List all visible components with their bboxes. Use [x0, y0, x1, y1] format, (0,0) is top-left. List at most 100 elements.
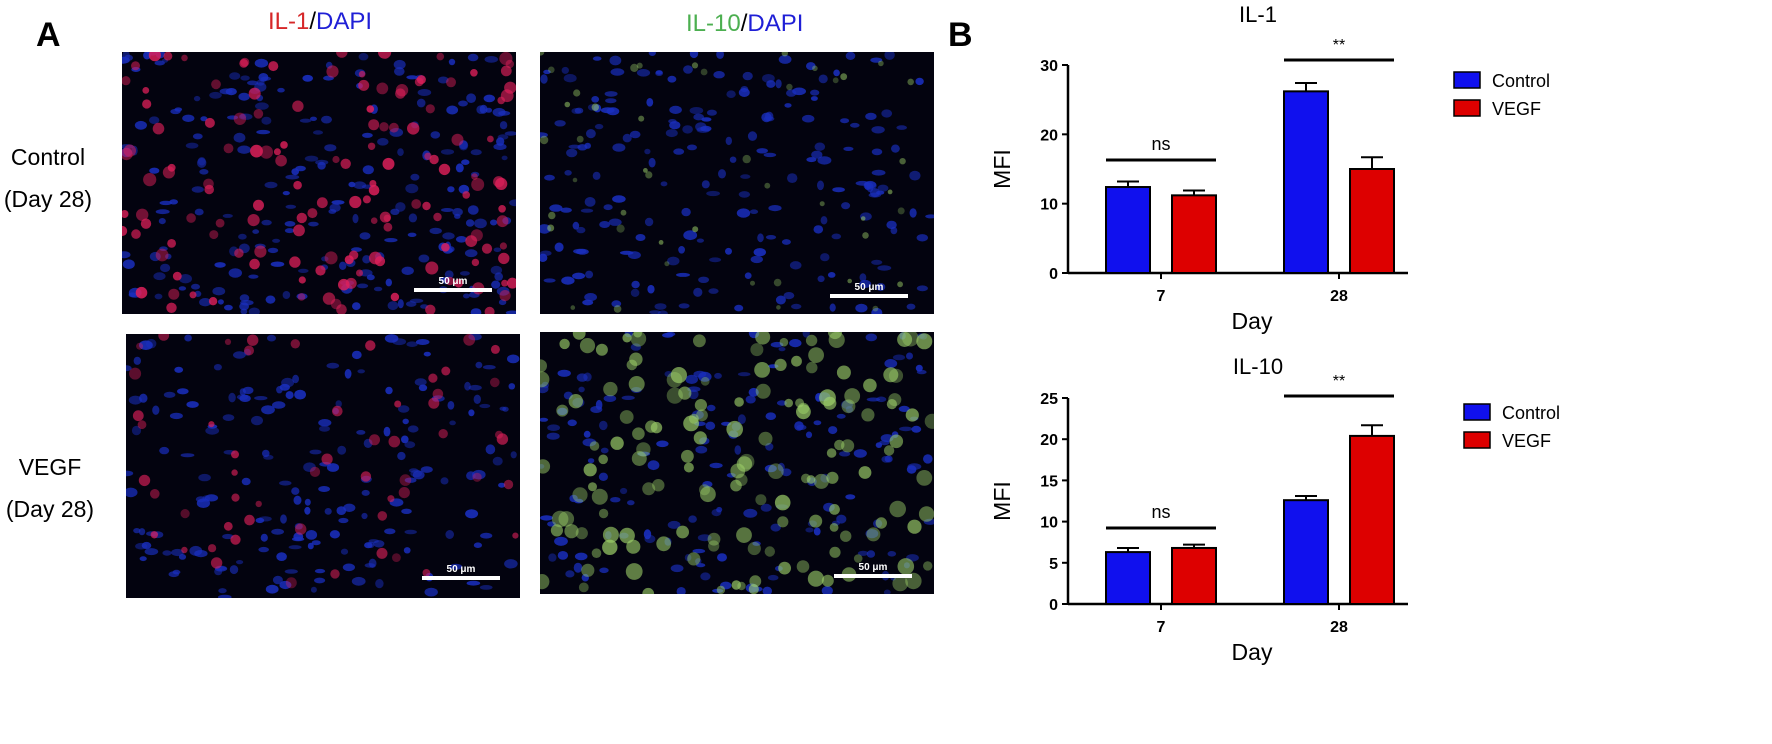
nucleus [706, 404, 716, 412]
nucleus [737, 372, 751, 377]
signal-spot [575, 527, 588, 540]
nucleus [191, 186, 204, 193]
signal-spot [548, 211, 556, 220]
signal-spot [362, 195, 371, 204]
nucleus [318, 419, 332, 427]
signal-spot [748, 584, 759, 594]
signal-spot [730, 479, 742, 492]
nucleus [569, 494, 578, 503]
nucleus [700, 572, 711, 581]
scale-bar [834, 574, 912, 578]
nucleus [326, 463, 340, 472]
signal-spot [136, 208, 149, 221]
signal-spot [349, 195, 362, 209]
signal-spot [550, 524, 563, 537]
nucleus [224, 304, 233, 311]
nucleus [403, 547, 411, 554]
nucleus [859, 273, 867, 282]
nucleus [353, 181, 367, 189]
nucleus [343, 503, 356, 512]
nucleus [430, 131, 441, 139]
nucleus [312, 130, 324, 135]
signal-spot [498, 205, 506, 213]
nucleus [237, 145, 251, 154]
signal-spot [255, 500, 262, 508]
nucleus [455, 163, 464, 173]
signal-spot [138, 474, 151, 487]
nucleus [857, 550, 869, 556]
nucleus [233, 132, 246, 143]
signal-spot [630, 63, 639, 72]
nucleus [272, 575, 283, 585]
signal-spot [503, 479, 514, 490]
nucleus [133, 528, 141, 534]
nucleus [673, 148, 685, 155]
nucleus [705, 421, 716, 430]
nucleus [820, 216, 828, 225]
nucleus [855, 180, 870, 186]
nucleus [398, 405, 410, 413]
row-label-control: Control (Day 28) [0, 136, 96, 220]
nucleus [218, 594, 232, 598]
legend-label-control: Control [1492, 71, 1550, 91]
nucleus [706, 190, 720, 197]
x-axis-label: Day [1232, 308, 1273, 334]
signal-spot [377, 511, 388, 521]
signal-spot [399, 474, 412, 486]
nucleus [240, 75, 250, 81]
nucleus [357, 283, 369, 289]
signal-spot [208, 297, 218, 306]
nucleus [198, 473, 211, 482]
signal-spot [750, 280, 755, 286]
legend-label-vegf: VEGF [1492, 99, 1541, 119]
signal-spot [425, 104, 435, 114]
nucleus [832, 187, 845, 193]
nucleus [179, 274, 192, 284]
nucleus [896, 125, 907, 130]
nucleus [449, 420, 456, 426]
nucleus [667, 520, 681, 529]
nucleus [757, 233, 764, 243]
y-axis-label: MFI [989, 149, 1015, 189]
nucleus [361, 512, 368, 520]
signal-spot [293, 180, 302, 190]
signal-spot [897, 281, 903, 288]
signal-spot [610, 436, 624, 450]
nucleus [734, 304, 744, 312]
nucleus [377, 138, 389, 146]
signal-spot [897, 558, 915, 575]
nucleus [836, 514, 847, 524]
signal-spot [166, 302, 177, 313]
signal-spot [786, 83, 793, 91]
nucleus [191, 283, 200, 290]
nucleus [218, 588, 227, 594]
nucleus [802, 332, 810, 338]
nucleus [820, 253, 830, 262]
nucleus [747, 131, 758, 141]
nucleus [294, 389, 306, 400]
signal-spot [425, 304, 436, 314]
signal-spot [602, 526, 619, 543]
nucleus [845, 52, 856, 60]
nucleus [701, 117, 712, 122]
nucleus [298, 268, 309, 273]
signal-spot [923, 561, 933, 571]
nucleus [709, 462, 723, 469]
signal-spot [578, 582, 589, 593]
nucleus [368, 539, 379, 544]
nucleus [261, 116, 272, 125]
signal-layer [540, 52, 914, 313]
nucleus [811, 150, 823, 159]
nucleus [752, 541, 761, 546]
nucleus [466, 93, 476, 103]
signal-spot [332, 405, 343, 417]
signal-spot [598, 508, 609, 519]
nucleus [171, 548, 184, 557]
nucleus [311, 540, 321, 546]
signal-spot [496, 215, 509, 228]
nucleus [540, 384, 549, 394]
signal-spot [172, 271, 182, 281]
signal-spot [369, 434, 380, 446]
x-tick-label: 7 [1157, 288, 1166, 305]
nucleus [718, 169, 726, 179]
